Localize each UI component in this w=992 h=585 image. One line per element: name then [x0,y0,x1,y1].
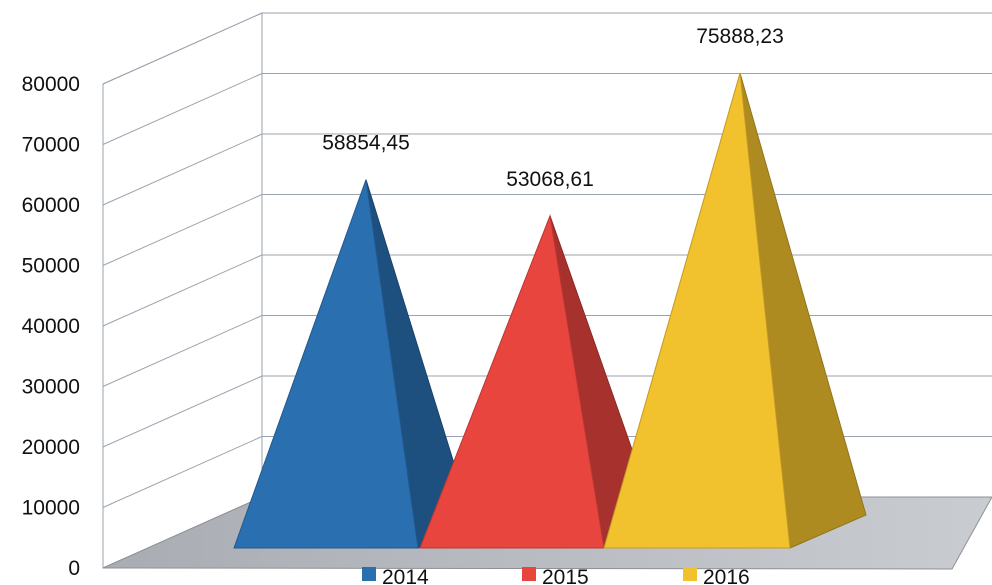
y-axis-tick-labels: 0 10000 20000 30000 40000 50000 60000 70000 8000… [22,73,80,580]
gridline-side [102,12,263,85]
pyramid-front-face [233,179,419,549]
pyramid-2014 [233,179,471,549]
data-labels: 58854,45 53068,61 75888,23 [322,25,784,191]
legend-swatch [683,567,697,581]
data-label: 75888,23 [696,25,784,48]
legend-item-2015: 2015 [522,566,589,585]
gridline-side [102,375,263,448]
y-tick-label: 50000 [22,255,80,278]
y-tick-label: 20000 [22,436,80,459]
pyramid-front-face [419,213,605,549]
legend-swatch [362,567,376,581]
y-tick-label: 0 [68,557,80,580]
legend-label: 2014 [382,566,429,585]
legend: 2014 2015 2016 [362,566,750,585]
y-tick-label: 80000 [22,73,80,96]
y-tick-label: 40000 [22,315,80,338]
legend-item-2016: 2016 [683,566,750,585]
gridline-side [102,254,263,327]
legend-label: 2016 [703,566,750,585]
gridline-side [102,194,263,266]
pyramid-series [233,72,867,549]
data-label: 58854,45 [322,132,410,155]
legend-item-2014: 2014 [362,566,429,585]
legend-label: 2015 [542,566,589,585]
y-tick-label: 30000 [22,376,80,399]
gridline-side [102,436,263,508]
y-tick-label: 10000 [22,497,80,520]
gridline-side [102,73,263,145]
y-tick-label: 60000 [22,194,80,217]
legend-swatch [522,567,536,581]
gridline-side [102,133,263,206]
y-tick-label: 70000 [22,134,80,157]
pyramid-front-face [603,72,791,549]
pyramid-2016 [603,72,867,549]
data-label: 53068,61 [506,168,594,191]
gridline-side [102,315,263,387]
